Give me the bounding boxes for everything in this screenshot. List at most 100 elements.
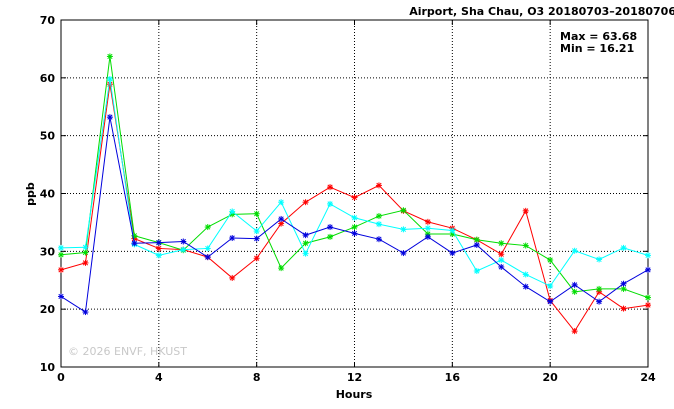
- x-tick-label: 16: [445, 371, 461, 384]
- data-point: [58, 251, 64, 258]
- data-point: [473, 241, 480, 248]
- data-point: [327, 224, 334, 231]
- data-point: [58, 293, 64, 300]
- y-axis-label: ppb: [24, 182, 37, 206]
- data-point: [596, 256, 603, 263]
- data-point: [400, 207, 407, 214]
- x-tick-label: 8: [253, 371, 261, 384]
- x-axis-label: Hours: [336, 388, 373, 401]
- data-point: [424, 218, 431, 225]
- data-point: [375, 182, 382, 189]
- data-point: [522, 283, 529, 290]
- data-point: [522, 271, 529, 278]
- data-point: [229, 274, 236, 281]
- data-point: [327, 200, 334, 207]
- data-point: [375, 236, 382, 243]
- data-point: [229, 235, 236, 242]
- data-point: [498, 251, 505, 258]
- chart-title: Airport, Sha Chau, O3 20180703–20180706: [409, 5, 674, 18]
- series-3: [58, 75, 651, 290]
- data-point: [302, 240, 309, 247]
- data-point: [106, 75, 113, 82]
- data-point: [302, 250, 309, 257]
- data-point: [327, 184, 334, 191]
- data-point: [155, 245, 162, 252]
- data-point: [547, 283, 554, 290]
- data-point: [620, 285, 627, 292]
- data-point: [522, 242, 529, 249]
- data-point: [449, 227, 456, 234]
- grid: [61, 20, 648, 367]
- x-tick-label: 0: [57, 371, 65, 384]
- data-point: [351, 194, 358, 201]
- data-point: [449, 250, 456, 257]
- data-point: [106, 114, 113, 121]
- x-tick-label: 4: [155, 371, 163, 384]
- data-point: [58, 244, 64, 251]
- data-point: [180, 238, 187, 245]
- data-point: [645, 302, 651, 309]
- data-point: [596, 298, 603, 305]
- data-point: [204, 224, 211, 231]
- data-point: [645, 252, 651, 259]
- y-tick-label: 20: [40, 303, 56, 316]
- data-point: [498, 263, 505, 270]
- data-point: [155, 239, 162, 246]
- data-point: [596, 285, 603, 292]
- data-point: [278, 215, 285, 222]
- data-point: [547, 257, 554, 264]
- data-point: [302, 232, 309, 239]
- data-point: [278, 265, 285, 272]
- data-point: [620, 280, 627, 287]
- data-point: [180, 246, 187, 253]
- data-point: [253, 235, 260, 242]
- data-point: [645, 294, 651, 301]
- data-point: [522, 207, 529, 214]
- data-point: [351, 224, 358, 231]
- data-point: [82, 249, 89, 256]
- data-point: [571, 247, 578, 254]
- data-point: [278, 199, 285, 206]
- data-point: [131, 240, 138, 247]
- data-point: [82, 309, 89, 316]
- x-tick-label: 20: [543, 371, 559, 384]
- data-point: [253, 228, 260, 235]
- watermark: © 2026 ENVF, HKUST: [68, 345, 187, 358]
- data-point: [375, 213, 382, 220]
- data-point: [302, 199, 309, 206]
- data-point: [424, 233, 431, 240]
- data-point: [253, 255, 260, 262]
- data-point: [204, 254, 211, 261]
- data-point: [351, 230, 358, 237]
- data-point: [571, 288, 578, 295]
- data-point: [498, 240, 505, 247]
- max-stat: Max = 63.68: [560, 30, 637, 43]
- x-axis-ticks: 0 4 8 12 16 20 24: [57, 20, 656, 384]
- data-point: [327, 233, 334, 240]
- series-4: [58, 114, 651, 316]
- y-tick-label: 40: [40, 188, 56, 201]
- data-point: [58, 266, 64, 273]
- data-point: [204, 245, 211, 252]
- data-point: [571, 281, 578, 288]
- x-tick-label: 24: [640, 371, 656, 384]
- data-point: [229, 208, 236, 215]
- series-line: [60, 84, 649, 333]
- y-tick-label: 30: [40, 245, 56, 258]
- data-point: [424, 225, 431, 232]
- data-point: [400, 250, 407, 257]
- min-stat: Min = 16.21: [560, 42, 634, 55]
- x-tick-label: 12: [347, 371, 362, 384]
- data-point: [620, 244, 627, 251]
- series-layer: [58, 53, 651, 335]
- data-point: [106, 53, 113, 60]
- data-point: [82, 259, 89, 266]
- data-point: [375, 221, 382, 228]
- data-point: [473, 267, 480, 274]
- data-point: [155, 252, 162, 259]
- data-point: [620, 305, 627, 312]
- data-point: [498, 257, 505, 264]
- data-point: [400, 226, 407, 233]
- data-point: [253, 210, 260, 217]
